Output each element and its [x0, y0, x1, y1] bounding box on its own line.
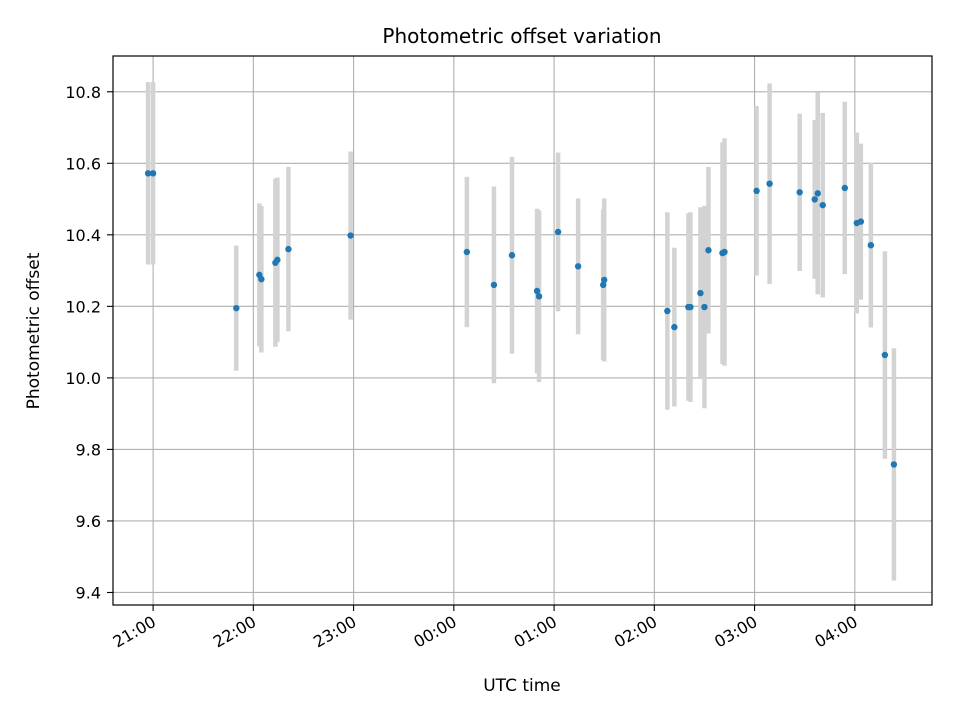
data-point	[766, 180, 773, 187]
data-point	[881, 351, 889, 359]
data-point	[599, 281, 607, 289]
data-point	[347, 232, 354, 239]
data-point	[687, 303, 694, 311]
data-point	[149, 170, 157, 177]
plot-area-frame	[112, 55, 933, 606]
data-point	[841, 184, 848, 192]
data-point	[705, 247, 712, 254]
data-point	[753, 187, 760, 195]
data-point	[535, 293, 543, 300]
data-point	[867, 241, 875, 249]
data-point	[857, 218, 865, 225]
data-point	[490, 281, 498, 289]
data-point	[890, 461, 898, 468]
data-points	[144, 170, 898, 468]
data-point	[274, 256, 281, 264]
data-point	[814, 190, 821, 197]
data-point	[144, 170, 152, 177]
data-point	[463, 248, 471, 256]
data-point	[285, 245, 292, 253]
data-point	[697, 289, 704, 297]
y-tick-label: 10.2	[65, 297, 101, 316]
y-tick-label: 9.4	[76, 583, 101, 602]
y-axis-title: Photometric offset	[24, 252, 44, 409]
data-point	[811, 196, 818, 203]
data-point	[721, 248, 728, 256]
y-tick-label: 10.0	[65, 369, 101, 388]
y-tick-label: 10.4	[65, 226, 101, 245]
data-point	[574, 263, 582, 270]
data-point	[233, 304, 240, 312]
data-point	[258, 275, 265, 283]
data-point	[701, 303, 708, 311]
data-point	[796, 189, 803, 196]
chart-title: Photometric offset variation	[382, 24, 661, 48]
y-tick-label: 10.6	[65, 154, 101, 173]
data-point	[600, 276, 608, 284]
y-tick-label: 10.8	[65, 83, 101, 102]
data-point	[664, 307, 671, 315]
x-axis-title: UTC time	[483, 676, 561, 696]
data-point	[819, 201, 826, 209]
data-point	[533, 287, 541, 295]
data-point	[508, 252, 516, 259]
y-tick-label: 9.8	[76, 440, 101, 459]
data-point	[671, 323, 678, 331]
data-point	[554, 228, 562, 236]
y-tick-label: 9.6	[76, 512, 101, 531]
